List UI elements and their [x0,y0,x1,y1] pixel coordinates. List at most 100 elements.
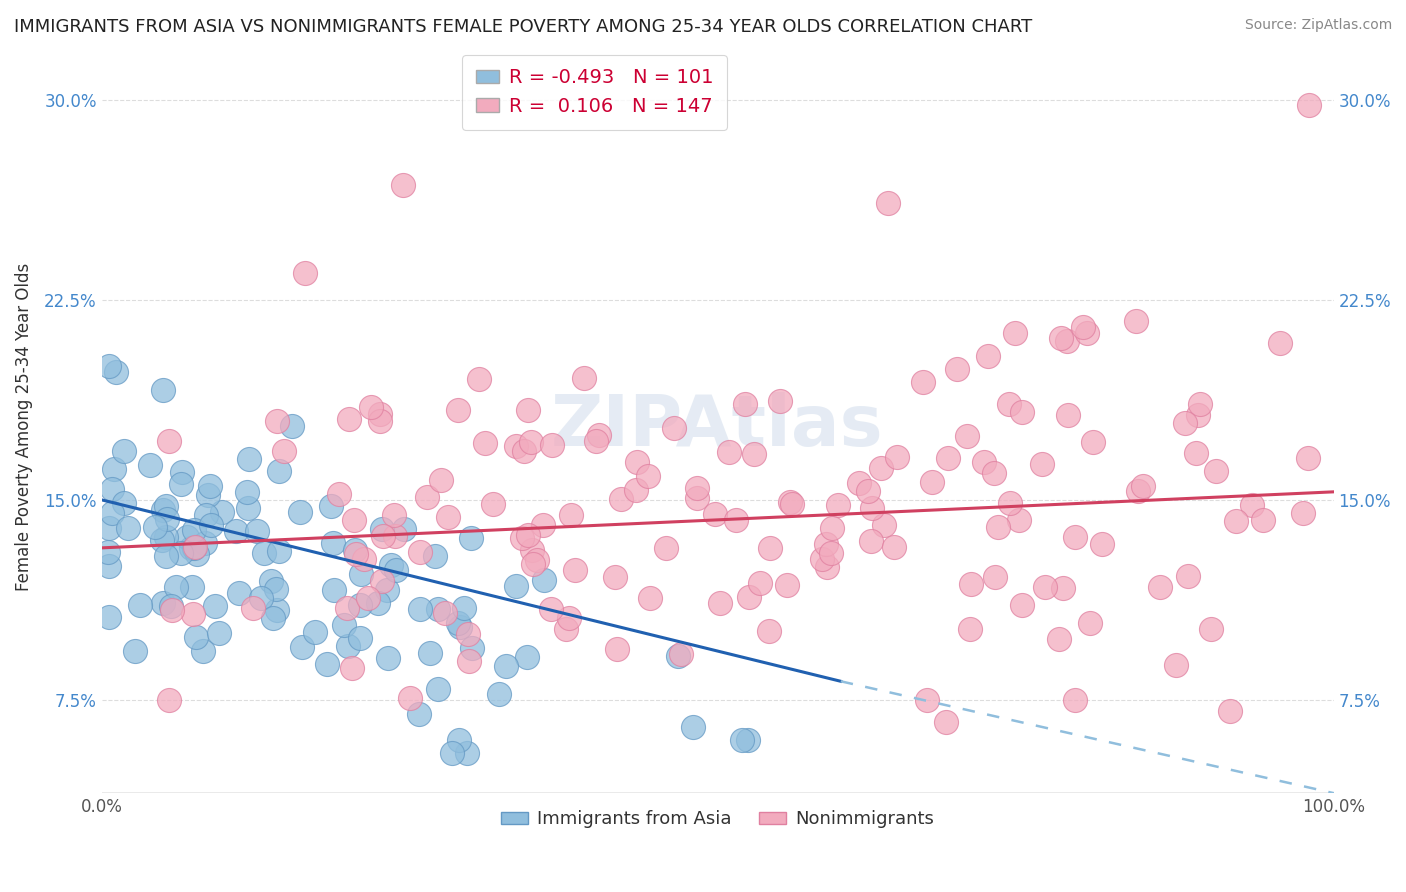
Point [197,488,219,502]
Point [169,545,191,559]
Point [446,402,468,417]
Text: IMMIGRANTS FROM ASIA VS NONIMMIGRANTS FEMALE POVERTY AMONG 25-34 YEAR OLDS CORRE: IMMIGRANTS FROM ASIA VS NONIMMIGRANTS FE… [14,18,1032,36]
Point [522,557,544,571]
Point [516,649,538,664]
Point [776,578,799,592]
Point [183,541,205,556]
Point [461,640,484,655]
Point [1187,408,1209,422]
Point [704,507,727,521]
Point [758,624,780,639]
Point [344,543,367,558]
Point [1033,580,1056,594]
Point [860,501,883,516]
Point [1185,446,1208,460]
Point [408,601,430,615]
Point [97,558,120,573]
Point [869,461,891,475]
Point [983,467,1005,481]
Point [333,618,356,632]
Point [744,447,766,461]
Point [288,505,311,519]
Point [1031,457,1053,471]
Point [360,400,382,414]
Point [526,553,548,567]
Point [718,445,741,459]
Point [474,436,496,450]
Point [984,570,1007,584]
Point [987,519,1010,533]
Point [1081,435,1104,450]
Point [1056,334,1078,348]
Point [912,375,935,389]
Point [170,465,193,479]
Point [1004,326,1026,341]
Point [228,586,250,600]
Point [426,681,449,696]
Legend: Immigrants from Asia, Nonimmigrants: Immigrants from Asia, Nonimmigrants [494,803,941,836]
Point [541,438,564,452]
Text: ZIPAtlas: ZIPAtlas [551,392,884,461]
Point [468,372,491,386]
Point [814,537,837,551]
Point [157,693,180,707]
Point [554,622,576,636]
Point [626,455,648,469]
Point [686,491,709,505]
Point [449,733,471,747]
Point [191,644,214,658]
Point [112,496,135,510]
Point [1201,623,1223,637]
Point [170,476,193,491]
Point [1052,581,1074,595]
Point [117,520,139,534]
Point [482,497,505,511]
Point [935,714,957,729]
Point [495,659,517,673]
Point [682,720,704,734]
Point [858,483,880,498]
Point [152,383,174,397]
Point [165,581,187,595]
Point [273,444,295,458]
Point [440,747,463,761]
Point [156,511,179,525]
Point [748,576,770,591]
Point [574,371,596,385]
Point [956,428,979,442]
Point [873,518,896,533]
Point [253,546,276,560]
Point [738,590,761,604]
Point [236,485,259,500]
Point [384,529,406,543]
Point [186,547,208,561]
Point [973,455,995,469]
Point [520,542,543,557]
Point [176,529,198,543]
Point [453,601,475,615]
Point [449,620,471,634]
Point [610,491,633,506]
Point [516,527,538,541]
Point [259,574,281,589]
Point [626,483,648,497]
Point [103,462,125,476]
Point [337,412,360,426]
Point [367,596,389,610]
Point [1011,598,1033,612]
Point [124,644,146,658]
Point [877,195,900,210]
Point [1298,98,1320,112]
Point [180,541,202,555]
Point [336,601,359,615]
Point [304,624,326,639]
Point [859,534,882,549]
Point [204,599,226,613]
Point [291,640,314,654]
Point [960,577,983,591]
Point [709,595,731,609]
Point [564,563,586,577]
Point [160,599,183,613]
Point [433,606,456,620]
Point [1047,632,1070,646]
